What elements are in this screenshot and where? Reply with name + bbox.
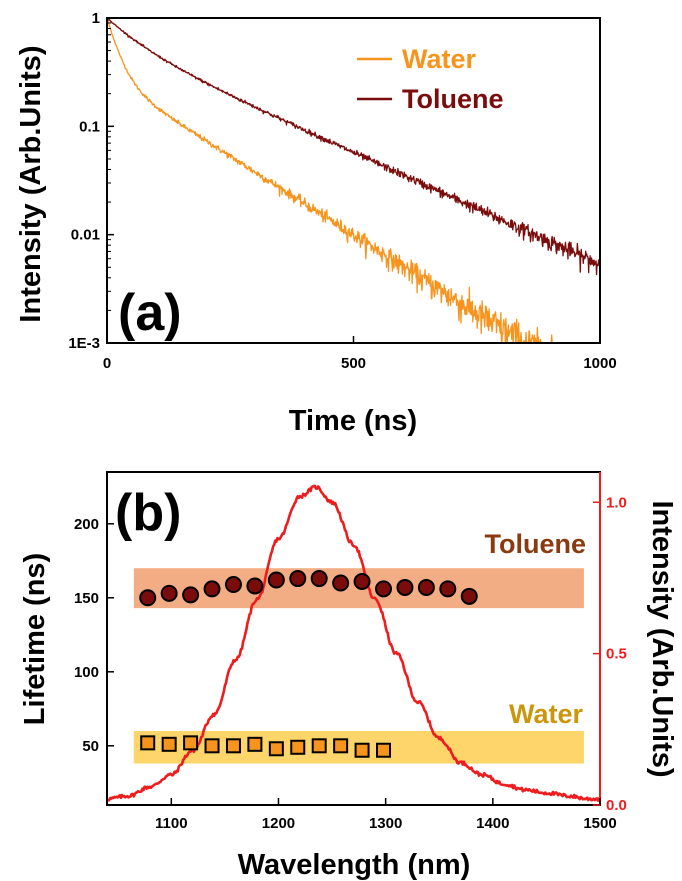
toluene-point bbox=[289, 570, 307, 588]
toluene-point bbox=[460, 587, 478, 605]
panel-b-x-axis-label: Wavelength (nm) bbox=[238, 849, 471, 881]
water-point bbox=[183, 735, 199, 751]
panel-b-markers bbox=[139, 570, 478, 758]
panel-b-y-tick-label: 100 bbox=[74, 664, 99, 681]
panel-a-label: (a) bbox=[118, 284, 182, 342]
water-point bbox=[225, 738, 241, 754]
toluene-point bbox=[396, 578, 414, 596]
water-point bbox=[290, 739, 306, 755]
toluene-point bbox=[439, 580, 457, 598]
panel-b-x-tick-label: 1200 bbox=[262, 815, 295, 832]
panel-a-y-tick-label: 1E-3 bbox=[68, 335, 100, 352]
legend-water-label: Water bbox=[402, 44, 477, 74]
band-label-toluene: Toluene bbox=[484, 529, 586, 559]
panel-b: 1100 1200 1300 1400 1500 50 100 150 200 0.0 0.5 1.0… bbox=[19, 471, 678, 881]
toluene-point bbox=[417, 578, 435, 596]
panel-b-y2-tick-label: 1.0 bbox=[606, 494, 627, 511]
panel-b-bands bbox=[133, 568, 584, 764]
water-point bbox=[140, 735, 156, 751]
panel-b-label: (b) bbox=[115, 484, 181, 542]
panel-b-y-tick-label: 50 bbox=[82, 738, 99, 755]
toluene-point bbox=[246, 577, 264, 595]
panel-b-y2-tick-label: 0.5 bbox=[606, 646, 627, 663]
toluene-point bbox=[375, 580, 393, 598]
series-line-water bbox=[106, 17, 601, 344]
panel-a-y-tick-label: 0.01 bbox=[71, 227, 100, 244]
panel-b-y-tick-label: 150 bbox=[74, 590, 99, 607]
panel-a-y-tick-label: 1 bbox=[92, 10, 100, 27]
toluene-point bbox=[139, 589, 157, 607]
toluene-point bbox=[203, 580, 221, 598]
toluene-point bbox=[353, 573, 371, 591]
panel-a-x-tick-label: 500 bbox=[341, 355, 366, 372]
panel-a-x-tick-label: 1000 bbox=[583, 355, 616, 372]
panel-a-x-tick-label: 0 bbox=[103, 355, 111, 372]
water-point bbox=[161, 736, 177, 752]
panel-a-y-axis-label: Intensity (Arb.Units) bbox=[15, 45, 47, 322]
panel-a-x-axis-label: Time (ns) bbox=[289, 405, 417, 437]
panel-b-y2-axis-label: Intensity (Arb.Units) bbox=[646, 500, 678, 777]
water-point bbox=[247, 736, 263, 752]
toluene-point bbox=[182, 586, 200, 604]
panel-a-legend: Water Toluene bbox=[357, 44, 504, 114]
band-label-water: Water bbox=[509, 699, 584, 729]
panel-a: 0 500 1000 1 0.1 0.01 1E-3 (a) Water Toluene T… bbox=[15, 10, 617, 437]
water-point bbox=[376, 742, 392, 758]
water-point bbox=[311, 738, 327, 754]
toluene-point bbox=[267, 571, 285, 589]
panel-a-ticks: 0 500 1000 1 0.1 0.01 1E-3 bbox=[68, 10, 616, 372]
panel-b-x-tick-label: 1500 bbox=[583, 815, 616, 832]
series-line-toluene bbox=[106, 17, 601, 276]
panel-b-x-tick-label: 1400 bbox=[476, 815, 509, 832]
toluene-point bbox=[310, 570, 328, 588]
panel-b-x-tick-label: 1300 bbox=[369, 815, 402, 832]
spectrum-line bbox=[106, 484, 601, 802]
toluene-point bbox=[332, 574, 350, 592]
panel-a-series bbox=[106, 17, 601, 344]
panel-b-y2-tick-label: 0.0 bbox=[606, 797, 627, 814]
water-point bbox=[333, 738, 349, 754]
panel-b-y-tick-label: 200 bbox=[74, 516, 99, 533]
water-point bbox=[354, 742, 370, 758]
panel-b-spectrum bbox=[106, 484, 601, 802]
water-point bbox=[268, 741, 284, 757]
toluene-point bbox=[160, 584, 178, 602]
panel-b-ticks: 1100 1200 1300 1400 1500 50 100 150 200 0.0 0.5 1.0 bbox=[74, 494, 627, 832]
toluene-point bbox=[224, 575, 242, 593]
water-point bbox=[204, 738, 220, 754]
panel-b-x-tick-label: 1100 bbox=[155, 815, 188, 832]
panel-b-y-axis-label: Lifetime (ns) bbox=[19, 553, 51, 725]
panel-a-y-tick-label: 0.1 bbox=[79, 118, 100, 135]
legend-toluene-label: Toluene bbox=[402, 84, 504, 114]
